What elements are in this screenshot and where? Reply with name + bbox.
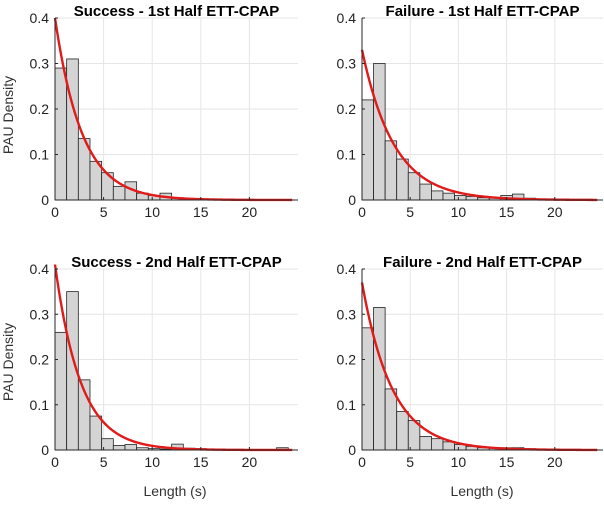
x-tick-label: 20: [547, 454, 563, 470]
x-tick-label: 10: [144, 454, 160, 470]
y-tick-label: 0.2: [337, 101, 357, 117]
histogram-bar: [419, 183, 432, 201]
y-tick-label: 0.4: [337, 261, 357, 277]
chart-title: Failure - 1st Half ETT-CPAP: [386, 3, 580, 20]
histogram-bar: [396, 158, 409, 201]
panel-success-second-half: 0 5 10 15 20 0 0.1 0.2 0.3 0.4 Success - 2nd Half …: [30, 254, 298, 470]
y-tick-label: 0: [348, 192, 356, 208]
y-tick-label: 0.1: [337, 397, 357, 413]
x-tick-label: 0: [358, 204, 366, 220]
x-tick-label: 5: [406, 454, 414, 470]
histogram-bar: [361, 327, 374, 451]
y-tick-label: 0.1: [337, 147, 357, 163]
x-tick-label: 10: [144, 204, 160, 220]
histogram-bar: [54, 331, 68, 451]
histogram-bar: [112, 445, 126, 451]
histogram-bar: [54, 67, 68, 201]
ylabel-bottom: PAU Density: [0, 323, 16, 401]
histogram-bar: [384, 388, 398, 451]
y-tick-label: 0.4: [30, 10, 50, 26]
y-tick-label: 0.3: [337, 56, 357, 72]
x-tick-label: 0: [51, 204, 59, 220]
histogram-bar: [373, 307, 386, 451]
x-tick-label: 10: [451, 454, 467, 470]
histogram-bar: [465, 195, 479, 201]
chart-title: Failure - 2nd Half ETT-CPAP: [383, 254, 582, 271]
x-tick-label: 5: [406, 204, 414, 220]
chart-title: Success - 2nd Half ETT-CPAP: [71, 254, 282, 271]
histogram-bar: [124, 444, 138, 451]
panel-failure-second-half: 0 5 10 15 20 0 0.1 0.2 0.3 0.4 Failure - 2nd Half …: [337, 254, 603, 470]
histogram-bar: [431, 438, 444, 451]
y-tick-label: 0.4: [30, 261, 50, 277]
x-tick-label: 5: [100, 204, 108, 220]
y-tick-label: 0.3: [30, 56, 50, 72]
chart-title: Success - 1st Half ETT-CPAP: [74, 3, 280, 20]
histogram-bar: [373, 63, 386, 201]
histogram-bar: [66, 58, 79, 201]
x-tick-label: 15: [193, 204, 209, 220]
histogram-bar: [442, 441, 455, 451]
histogram-bar: [407, 172, 421, 201]
histogram-bar: [112, 185, 126, 201]
x-tick-label: 15: [499, 454, 515, 470]
x-tick-label: 15: [499, 204, 515, 220]
x-tick-label: 10: [451, 204, 467, 220]
x-tick-label: 20: [242, 454, 258, 470]
ylabel-top: PAU Density: [0, 76, 16, 154]
histogram-bar: [396, 411, 409, 451]
x-tick-label: 20: [242, 204, 258, 220]
y-tick-label: 0.1: [30, 147, 50, 163]
y-tick-label: 0: [41, 192, 49, 208]
xlabel-left: Length (s): [143, 483, 206, 499]
panel-failure-first-half: 0 5 10 15 20 0 0.1 0.2 0.3 0.4 Failure - 1st Half …: [337, 3, 603, 220]
xlabel-right: Length (s): [450, 483, 513, 499]
histogram-bar: [89, 415, 103, 451]
y-tick-label: 0.2: [30, 352, 50, 368]
y-tick-label: 0.4: [337, 10, 357, 26]
y-tick-label: 0.2: [30, 101, 50, 117]
y-tick-label: 0.1: [30, 397, 50, 413]
y-tick-label: 0.3: [337, 306, 357, 322]
panel-success-first-half: 0 5 10 15 20 0 0.1 0.2 0.3 0.4 Success - 1st Half …: [30, 3, 298, 220]
histogram-bar: [419, 436, 432, 451]
x-tick-label: 0: [51, 454, 59, 470]
x-tick-label: 20: [547, 204, 563, 220]
y-tick-label: 0: [348, 442, 356, 458]
y-tick-label: 0.3: [30, 306, 50, 322]
histogram-bar: [431, 190, 444, 201]
histogram-bar: [454, 195, 467, 201]
histogram-bar: [384, 140, 398, 201]
histogram-bar: [442, 192, 455, 201]
panels: 0 5 10 15 20 0 0.1 0.2 0.3 0.4 Success - 1st Half …: [30, 3, 603, 470]
x-tick-label: 5: [100, 454, 108, 470]
y-tick-label: 0.2: [337, 352, 357, 368]
x-tick-label: 15: [193, 454, 209, 470]
y-tick-label: 0: [41, 442, 49, 458]
histogram-bar: [361, 99, 374, 201]
x-tick-label: 0: [358, 454, 366, 470]
